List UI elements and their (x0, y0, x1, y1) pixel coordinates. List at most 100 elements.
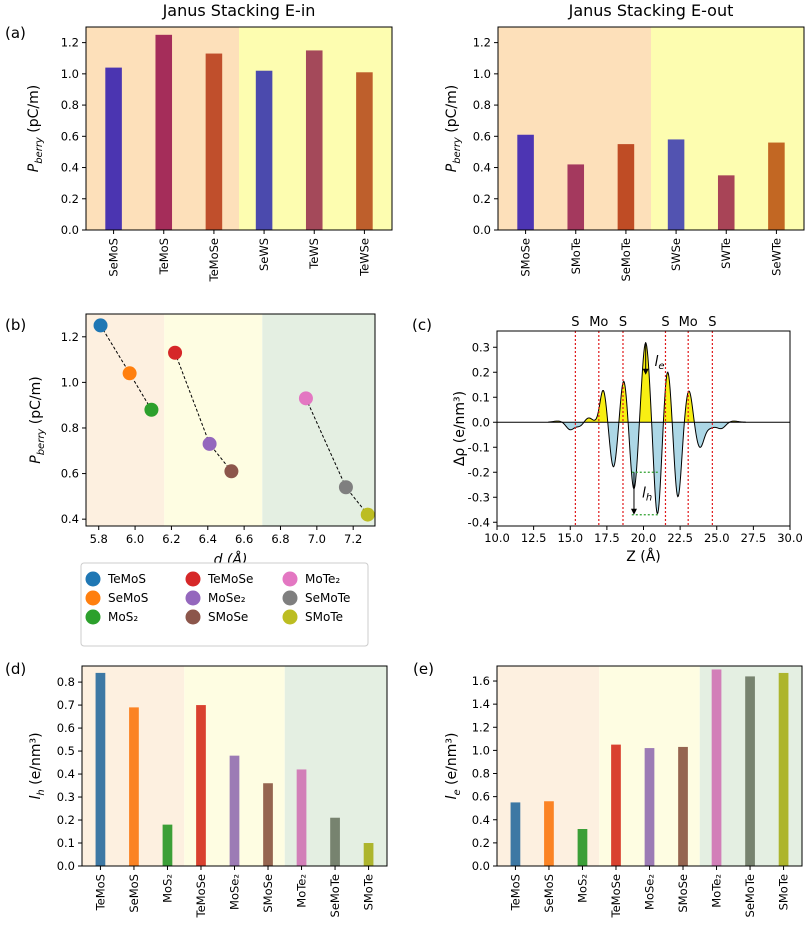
x-tick-label: 7.0 (308, 532, 326, 546)
bar-MoTe₂ (296, 769, 307, 866)
y-tick-label: 0.0 (57, 859, 75, 873)
y-tick-label: 0.2 (473, 192, 491, 206)
y-tick-label: 0.4 (57, 767, 75, 781)
x-tick-label: 17.5 (594, 531, 620, 545)
x-tick-label: 30.0 (777, 531, 803, 545)
x-tick-label: SeWTe (769, 238, 783, 276)
x-tick-label: TeWS (307, 238, 321, 270)
chart-c-charge-density: S Mo S S Mo Slelh-0.4-0.3-0.2-0.10.00.10.20.3… (412, 315, 803, 565)
bar-SeWS (255, 70, 273, 230)
panel-label: (d) (5, 660, 26, 678)
legend-marker-TeMoS (85, 571, 101, 587)
bar-MoSe₂ (229, 755, 240, 866)
y-tick-label: 1.2 (61, 330, 79, 344)
y-tick-label: 0.6 (61, 129, 79, 143)
y-label-sub: berry (452, 136, 463, 164)
x-axis-label: Z (Å) (626, 548, 661, 565)
y-tick-label: 0.0 (472, 859, 490, 873)
x-tick-label: SeMoTe (743, 874, 757, 917)
bar-SeMoTe (617, 144, 635, 230)
y-axis-label: lh (e/nm³) (28, 732, 47, 799)
y-tick-label: -0.1 (468, 440, 490, 454)
x-tick-label: SWTe (719, 238, 733, 269)
bar-SeMoS (105, 67, 122, 230)
y-label-rest: (e/nm³) (444, 733, 460, 790)
y-axis-label: Δρ (e/nm³) (452, 391, 468, 466)
legend-marker-TeMoSe (185, 571, 201, 587)
y-axis-label: Pberry (pC/m) (28, 376, 47, 463)
y-tick-label: 0.4 (61, 161, 79, 175)
chart-a-e-in: 0.0 0.2 0.4 0.6 0.8 1.0 1.2 SeMoS TeMoS TeMoSe SeW… (5, 1, 393, 282)
bar-TeMoSe (611, 744, 621, 866)
bar-SeWTe (768, 142, 785, 230)
y-tick-label: 0.0 (472, 415, 490, 429)
background-region (164, 314, 263, 526)
point-MoSe2 (202, 436, 217, 451)
panel-label: (a) (5, 24, 26, 42)
legend-label: TeMoS (107, 572, 146, 586)
legend-marker-MoSe₂ (185, 590, 201, 606)
atom-label: S (619, 315, 627, 330)
x-tick-label: SeMoS (107, 238, 121, 277)
legend-marker-SeMoTe (282, 590, 298, 606)
x-tick-label: 6.8 (271, 532, 289, 546)
x-tick-label: 6.2 (162, 532, 180, 546)
legend-marker-SMoTe (282, 609, 298, 625)
x-tick-label: SMoSe (676, 874, 690, 913)
x-tick-label: SWSe (669, 238, 683, 271)
x-tick-label: MoSe₂ (228, 874, 242, 910)
legend-label: SMoTe (305, 610, 343, 624)
atom-label: S (708, 315, 716, 330)
y-label-rest: (pC/m) (28, 376, 44, 428)
point-MoTe2 (298, 391, 313, 406)
y-axis-label: le (e/nm³) (444, 733, 463, 800)
plot-frame (85, 313, 376, 527)
plot-frame (85, 26, 393, 231)
x-tick-label: TeMoS (93, 874, 107, 911)
bar-SMoTe (778, 672, 789, 866)
bar-SMoTe (363, 843, 374, 866)
y-tick-label: -0.4 (468, 515, 490, 529)
y-tick-label: -0.2 (468, 465, 490, 479)
chart-d-lh: 0.0 0.1 0.2 0.3 0.4 0.5 0.6 0.7 0.8 TeMoS SeMoS MoS… (5, 660, 388, 918)
y-tick-label: 0.6 (472, 790, 490, 804)
panel-label: (c) (412, 316, 432, 334)
legend-label: MoTe₂ (305, 572, 340, 586)
x-tick-label: 6.6 (235, 532, 253, 546)
x-tick-label: TeMoSe (194, 874, 208, 918)
panel-label: (b) (5, 316, 26, 334)
le-main: l (654, 354, 658, 370)
bar-TeMoSe (205, 53, 223, 230)
y-tick-label: 0.0 (61, 223, 79, 237)
legend-box (80, 562, 369, 647)
legend-label: SMoSe (208, 610, 248, 624)
bar-SeMoTe (330, 817, 340, 866)
lh-arrow-head (630, 508, 637, 515)
x-tick-label: 10.0 (484, 531, 510, 545)
atom-label: Mo (679, 315, 698, 330)
atom-label: S (661, 315, 669, 330)
lh-main: l (642, 485, 646, 501)
point-SMoTe (360, 507, 375, 522)
bar-SeMoTe (745, 676, 755, 866)
x-tick-label: 6.0 (126, 532, 144, 546)
x-tick-label: 25.0 (704, 531, 730, 545)
legend-marker-SeMoS (85, 590, 101, 606)
y-label-rest: (pC/m) (26, 85, 42, 137)
y-tick-label: 0.8 (472, 767, 490, 781)
x-tick-label: SMoSe (519, 238, 533, 277)
legend-label: MoSe₂ (208, 591, 246, 605)
y-tick-label: 1.0 (61, 67, 79, 81)
y-label-sub: berry (36, 428, 47, 456)
bar-SMoTe (567, 164, 585, 230)
y-label-main: P (28, 455, 44, 464)
y-tick-label: 0.0 (473, 223, 491, 237)
y-tick-label: 1.2 (473, 36, 491, 50)
x-tick-label: 20.0 (631, 531, 657, 545)
x-tick-label: 5.8 (90, 532, 108, 546)
x-tick-label: MoS₂ (575, 874, 589, 903)
y-tick-label: 0.7 (57, 698, 75, 712)
background-region (262, 314, 375, 526)
x-tick-label: SMoSe (261, 874, 275, 913)
y-tick-label: 1.2 (61, 36, 79, 50)
